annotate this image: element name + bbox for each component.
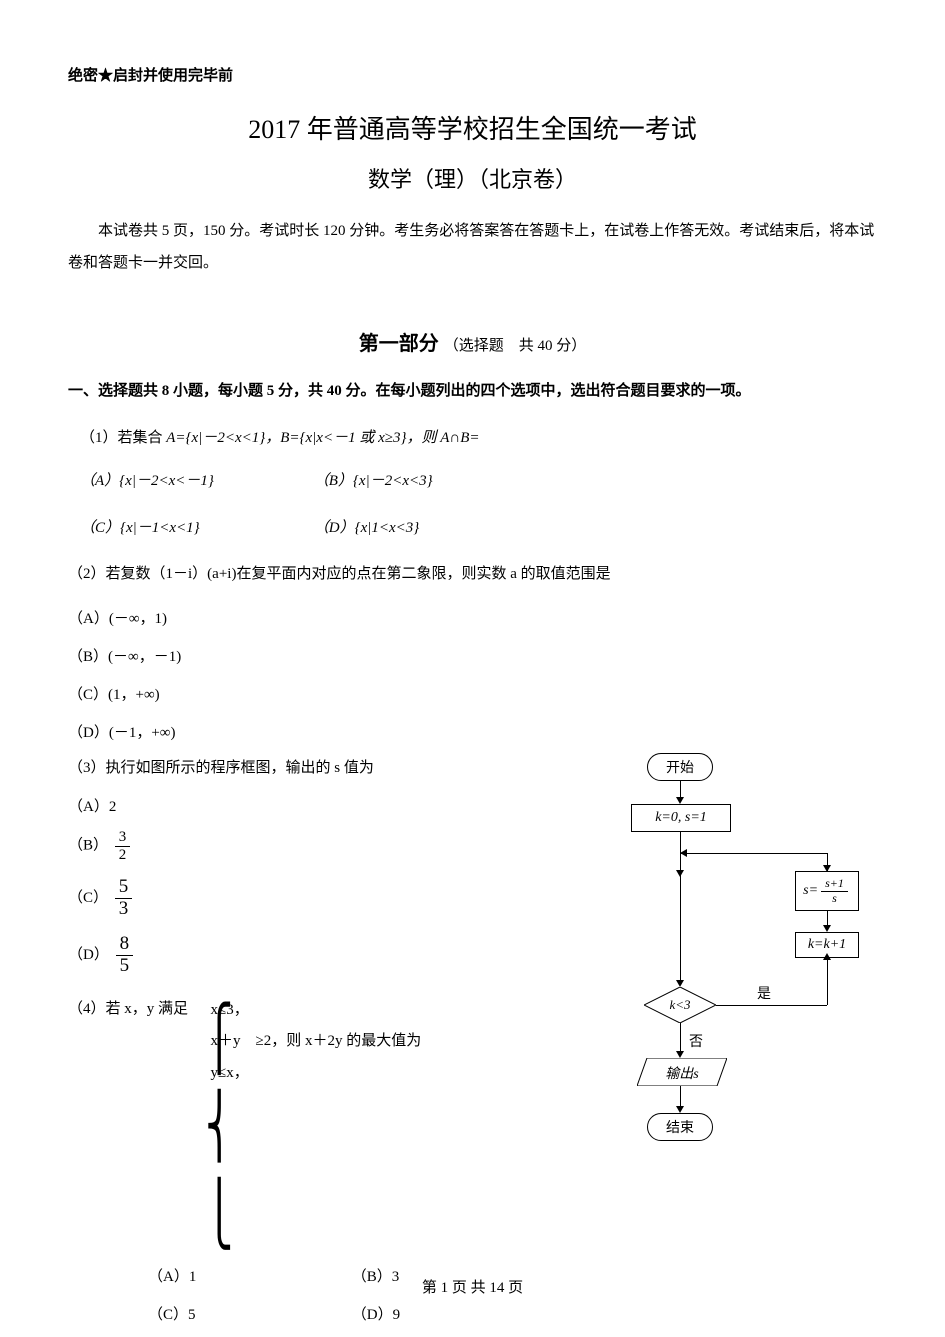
part-desc: （选择题 共 40 分） [444, 338, 587, 354]
q3-optc-fraction: 5 3 [115, 877, 133, 920]
fc-arrow-end-head [676, 1106, 684, 1113]
q3-optb-fraction: 3 2 [115, 829, 131, 863]
q3-option-a: （A）2 [68, 795, 597, 819]
fc-start: 开始 [647, 753, 713, 781]
part-header: 第一部分 （选择题 共 40 分） [68, 327, 877, 356]
q4-constraint-3: y≤x， [211, 1058, 422, 1090]
q4-constraint-1: x≤3， [211, 995, 422, 1027]
q3-option-d: （D） 8 5 [68, 934, 597, 977]
footer-total: 14 [489, 1280, 504, 1296]
fc-yes-v [827, 958, 828, 1005]
q3-flowchart-row: （3）执行如图所示的程序框图，输出的 s 值为 （A）2 （B） 3 2 （C）… [68, 753, 877, 1335]
q1-option-a: （A）{x|－2<x<－1} [80, 465, 310, 498]
q2-option-d: （D）(－1，+∞) [68, 715, 877, 751]
q3-optd-num: 8 [116, 934, 134, 956]
document-title: 2017 年普通高等学校招生全国统一考试 [68, 109, 877, 146]
q1-formula: A={x|－2<x<1}，B={x|x<－1 或 x≥3}，则 A∩B= [166, 430, 479, 446]
q3-optc-label: （C） [68, 890, 108, 906]
q1-options-row2: （C）{x|－1<x<1} （D）{x|1<x<3} [80, 512, 877, 545]
q4-option-c: （C）5 [148, 1297, 348, 1333]
fc-main-vert-head [676, 980, 684, 987]
q2-options: （A）(－∞，1) （B）(－∞，－1) （C）(1，+∞) （D）(－1，+∞… [68, 601, 877, 751]
fc-update-s-den: s [821, 892, 848, 905]
question-3: （3）执行如图所示的程序框图，输出的 s 值为 [68, 753, 597, 783]
fc-loop-top-h [680, 853, 827, 854]
footer-page: 1 [441, 1280, 449, 1296]
footer-suffix: 页 [504, 1280, 523, 1296]
fc-decision: k<3 [644, 987, 716, 1023]
fc-update-s-lhs: s= [803, 883, 818, 899]
q2-option-a: （A）(－∞，1) [68, 601, 877, 637]
q4-constraint-2: x＋y ≥2，则 x＋2y 的最大值为 [211, 1026, 422, 1058]
q3-left-column: （3）执行如图所示的程序框图，输出的 s 值为 （A）2 （B） 3 2 （C）… [68, 753, 597, 1335]
q4-constraints: x≤3， x＋y ≥2，则 x＋2y 的最大值为 y≤x， [211, 995, 422, 1090]
q3-optb-num: 3 [115, 829, 131, 847]
q1-option-d: （D）{x|1<x<3} [314, 512, 420, 545]
q3-optb-label: （B） [68, 837, 108, 853]
q1-option-b: （B）{x|－2<x<3} [314, 465, 433, 498]
fc-output-label: 输出s [637, 1063, 727, 1083]
fc-yes-label: 是 [757, 983, 771, 1003]
fc-arrow-1-head [676, 797, 684, 804]
q3-option-c: （C） 5 3 [68, 877, 597, 920]
fc-end: 结束 [647, 1113, 713, 1141]
question-1: （1）若集合 A={x|－2<x<1}，B={x|x<－1 或 x≥3}，则 A… [80, 423, 877, 453]
flowchart-column: 开始 k=0, s=1 s= s+1 s k=k [597, 753, 877, 1203]
fc-output: 输出s [637, 1058, 727, 1086]
fc-yes-v-head [823, 953, 831, 960]
fc-update-s-num: s+1 [821, 877, 848, 891]
q3-optc-den: 3 [115, 899, 133, 920]
q1-option-c: （C）{x|－1<x<1} [80, 512, 310, 545]
fc-no-v-head [676, 1051, 684, 1058]
fc-update-s-frac: s+1 s [821, 877, 848, 904]
fc-no-label: 否 [689, 1031, 703, 1051]
fc-arrow-loop-down1-head [823, 865, 831, 872]
q3-optd-label: （D） [68, 947, 109, 963]
fc-decision-label: k<3 [644, 997, 716, 1013]
flowchart-diagram: 开始 k=0, s=1 s= s+1 s k=k [597, 753, 877, 1203]
part-name: 第一部分 [359, 333, 439, 355]
q1-prefix: （1）若集合 [80, 430, 166, 446]
fc-arrow-loop-down2-head [823, 925, 831, 932]
q4-option-d: （D）9 [352, 1307, 400, 1323]
q3-options: （A）2 （B） 3 2 （C） 5 3 （D） 8 5 [68, 795, 597, 977]
fc-update-s: s= s+1 s [795, 871, 859, 911]
q3-optb-den: 2 [115, 847, 131, 864]
q3-optd-den: 5 [116, 956, 134, 977]
confidential-notice: 绝密★启封并使用完毕前 [68, 64, 877, 85]
q4-prefix: （4）若 x，y 满足 [68, 995, 188, 1018]
footer-mid: 页 共 [448, 1280, 489, 1296]
footer-prefix: 第 [422, 1280, 441, 1296]
document-subtitle: 数学（理）（北京卷） [68, 162, 877, 194]
question-4: （4）若 x，y 满足 ⎧⎨⎩ x≤3， x＋y ≥2，则 x＋2y 的最大值为… [68, 995, 597, 1259]
exam-instructions: 本试卷共 5 页，150 分。考试时长 120 分钟。考生务必将答案答在答题卡上… [68, 216, 877, 279]
page-footer: 第 1 页 共 14 页 [0, 1276, 945, 1297]
section-header: 一、选择题共 8 小题，每小题 5 分，共 40 分。在每小题列出的四个选项中，… [68, 378, 877, 405]
fc-main-vert [680, 872, 681, 982]
q1-options-row1: （A）{x|－2<x<－1} （B）{x|－2<x<3} [80, 465, 877, 498]
q3-optd-fraction: 8 5 [116, 934, 134, 977]
q2-option-c: （C）(1，+∞) [68, 677, 877, 713]
q2-option-b: （B）(－∞，－1) [68, 639, 877, 675]
fc-arrow-end-line [680, 1086, 681, 1108]
question-2: （2）若复数（1－i）(a+i)在复平面内对应的点在第二象限，则实数 a 的取值… [68, 559, 877, 589]
fc-loop-join-head [680, 849, 687, 857]
fc-yes-h [716, 1005, 827, 1006]
q3-optc-num: 5 [115, 877, 133, 899]
brace-icon: ⎧⎨⎩ [205, 995, 233, 1259]
q3-option-b: （B） 3 2 [68, 829, 597, 863]
fc-init: k=0, s=1 [631, 804, 731, 832]
fc-no-v [680, 1023, 681, 1053]
